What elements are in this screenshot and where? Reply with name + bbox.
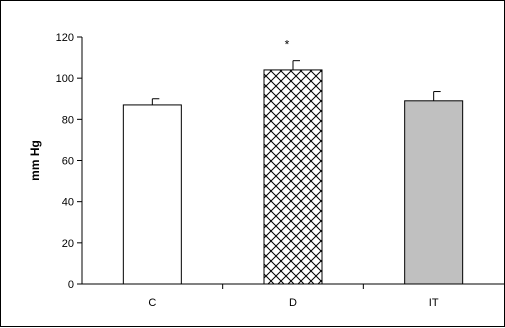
x-tick-label: C — [148, 297, 156, 309]
y-tick-label: 60 — [62, 156, 74, 168]
x-tick-label: D — [289, 297, 297, 309]
y-tick-label: 0 — [68, 279, 74, 291]
bar-c — [122, 104, 182, 285]
y-tick-label: 40 — [62, 197, 74, 209]
y-tick-label: 100 — [56, 73, 74, 85]
bar-it — [404, 100, 464, 285]
y-tick-label: 80 — [62, 114, 74, 126]
bar-d — [263, 69, 323, 285]
y-axis-title: mm Hg — [28, 140, 42, 181]
x-tick-label: IT — [429, 297, 439, 309]
y-tick-label: 120 — [56, 32, 74, 44]
plot-area: 0 20 40 60 80 100 120 mm Hg C D * IT — [28, 32, 504, 309]
y-tick-label: 20 — [62, 238, 74, 250]
significance-marker: * — [285, 38, 290, 52]
